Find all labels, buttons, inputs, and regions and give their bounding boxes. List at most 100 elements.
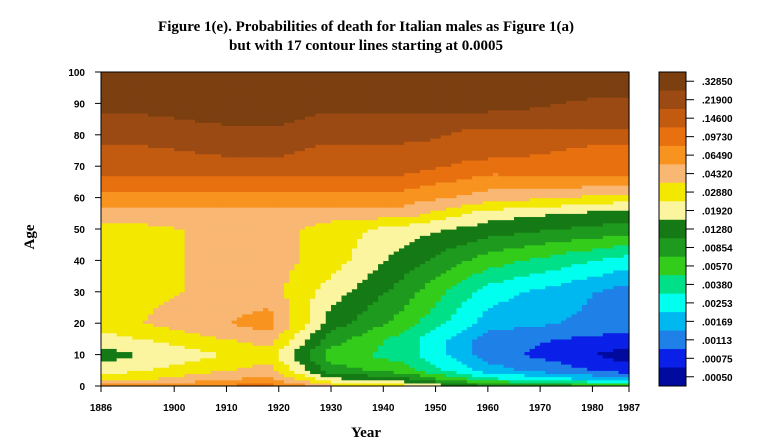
- heat-cell: [127, 257, 133, 261]
- heat-cell: [168, 194, 175, 199]
- heat-cell: [106, 147, 113, 152]
- heat-cell: [294, 122, 301, 126]
- heat-cell: [346, 285, 353, 290]
- heat-cell: [148, 263, 154, 268]
- heat-cell: [163, 191, 170, 196]
- heat-cell: [278, 354, 285, 359]
- heat-cell: [331, 326, 337, 331]
- heat-cell: [357, 109, 363, 114]
- heat-cell: [142, 338, 149, 343]
- heat-cell: [189, 263, 196, 268]
- heat-cell: [137, 185, 144, 189]
- heat-cell: [231, 75, 238, 79]
- heat-cell: [242, 320, 248, 324]
- heat-cell: [148, 100, 154, 104]
- heat-cell: [137, 320, 144, 324]
- heat-cell: [221, 279, 228, 283]
- heat-cell: [174, 103, 181, 108]
- heat-cell: [174, 250, 181, 255]
- heat-cell: [210, 257, 217, 261]
- heat-cell: [210, 276, 217, 280]
- heat-cell: [106, 382, 113, 387]
- heat-cell: [268, 247, 275, 252]
- heat-cell: [236, 269, 243, 274]
- heat-cell: [351, 291, 358, 296]
- heat-cell: [153, 357, 160, 362]
- heat-cell: [336, 338, 343, 343]
- heat-cell: [226, 175, 233, 180]
- heat-cell: [116, 175, 123, 180]
- heat-cell: [221, 197, 228, 202]
- heat-cell: [299, 235, 306, 240]
- heat-cell: [315, 376, 322, 381]
- heat-cell: [179, 197, 186, 202]
- heat-cell: [236, 219, 243, 224]
- heat-cell: [257, 147, 264, 152]
- heat-cell: [111, 188, 118, 192]
- heat-cell: [184, 144, 191, 148]
- heat-cell: [231, 298, 238, 302]
- heat-cell: [168, 282, 175, 287]
- heat-cell: [252, 244, 259, 249]
- heat-cell: [184, 329, 191, 334]
- heat-cell: [346, 87, 353, 92]
- heat-cell: [263, 298, 269, 302]
- heat-cell: [346, 294, 353, 299]
- heat-cell: [299, 137, 306, 142]
- heat-cell: [294, 373, 301, 378]
- heat-cell: [121, 348, 128, 353]
- heat-cell: [320, 329, 327, 334]
- heat-cell: [184, 141, 191, 145]
- heat-cell: [252, 367, 259, 371]
- heat-cell: [216, 263, 222, 268]
- heat-cell: [315, 232, 322, 236]
- heat-cell: [294, 213, 301, 218]
- heat-cell: [357, 112, 363, 117]
- heat-cell: [346, 320, 353, 324]
- heat-cell: [294, 276, 301, 280]
- heat-cell: [304, 320, 311, 324]
- heat-cell: [127, 81, 133, 86]
- heat-cell: [315, 320, 322, 324]
- heat-cell: [236, 307, 243, 312]
- heat-cell: [205, 379, 212, 384]
- heat-cell: [163, 188, 170, 192]
- heat-cell: [158, 367, 165, 371]
- heat-cell: [325, 370, 332, 375]
- heat-cell: [168, 342, 175, 346]
- heat-cell: [325, 229, 332, 233]
- heat-cell: [189, 109, 196, 114]
- heat-cell: [137, 156, 144, 161]
- heat-cell: [341, 244, 348, 249]
- heat-cell: [158, 125, 165, 130]
- heat-cell: [346, 119, 353, 123]
- heat-cell: [148, 316, 154, 321]
- heat-cell: [273, 106, 280, 111]
- heat-cell: [158, 175, 165, 180]
- heat-cell: [304, 210, 311, 214]
- heat-cell: [289, 235, 296, 240]
- heat-cell: [357, 156, 363, 161]
- heat-cell: [137, 332, 144, 337]
- heat-cell: [315, 210, 322, 214]
- heat-cell: [195, 163, 201, 167]
- heat-cell: [216, 244, 222, 249]
- heat-cell: [257, 364, 264, 368]
- heat-cell: [163, 232, 170, 236]
- heat-cell: [205, 115, 212, 120]
- heat-cell: [273, 181, 280, 186]
- heat-cell: [325, 213, 332, 218]
- heat-cell: [283, 313, 290, 318]
- heat-cell: [142, 364, 149, 368]
- heat-cell: [106, 345, 113, 349]
- heat-cell: [310, 354, 316, 359]
- heat-cell: [294, 307, 301, 312]
- heat-cell: [179, 357, 186, 362]
- heat-cell: [168, 307, 175, 312]
- heat-cell: [179, 125, 186, 130]
- heat-cell: [278, 313, 285, 318]
- heat-cell: [137, 194, 144, 199]
- heat-cell: [116, 219, 123, 224]
- heat-cell: [168, 285, 175, 290]
- heat-cell: [168, 78, 175, 83]
